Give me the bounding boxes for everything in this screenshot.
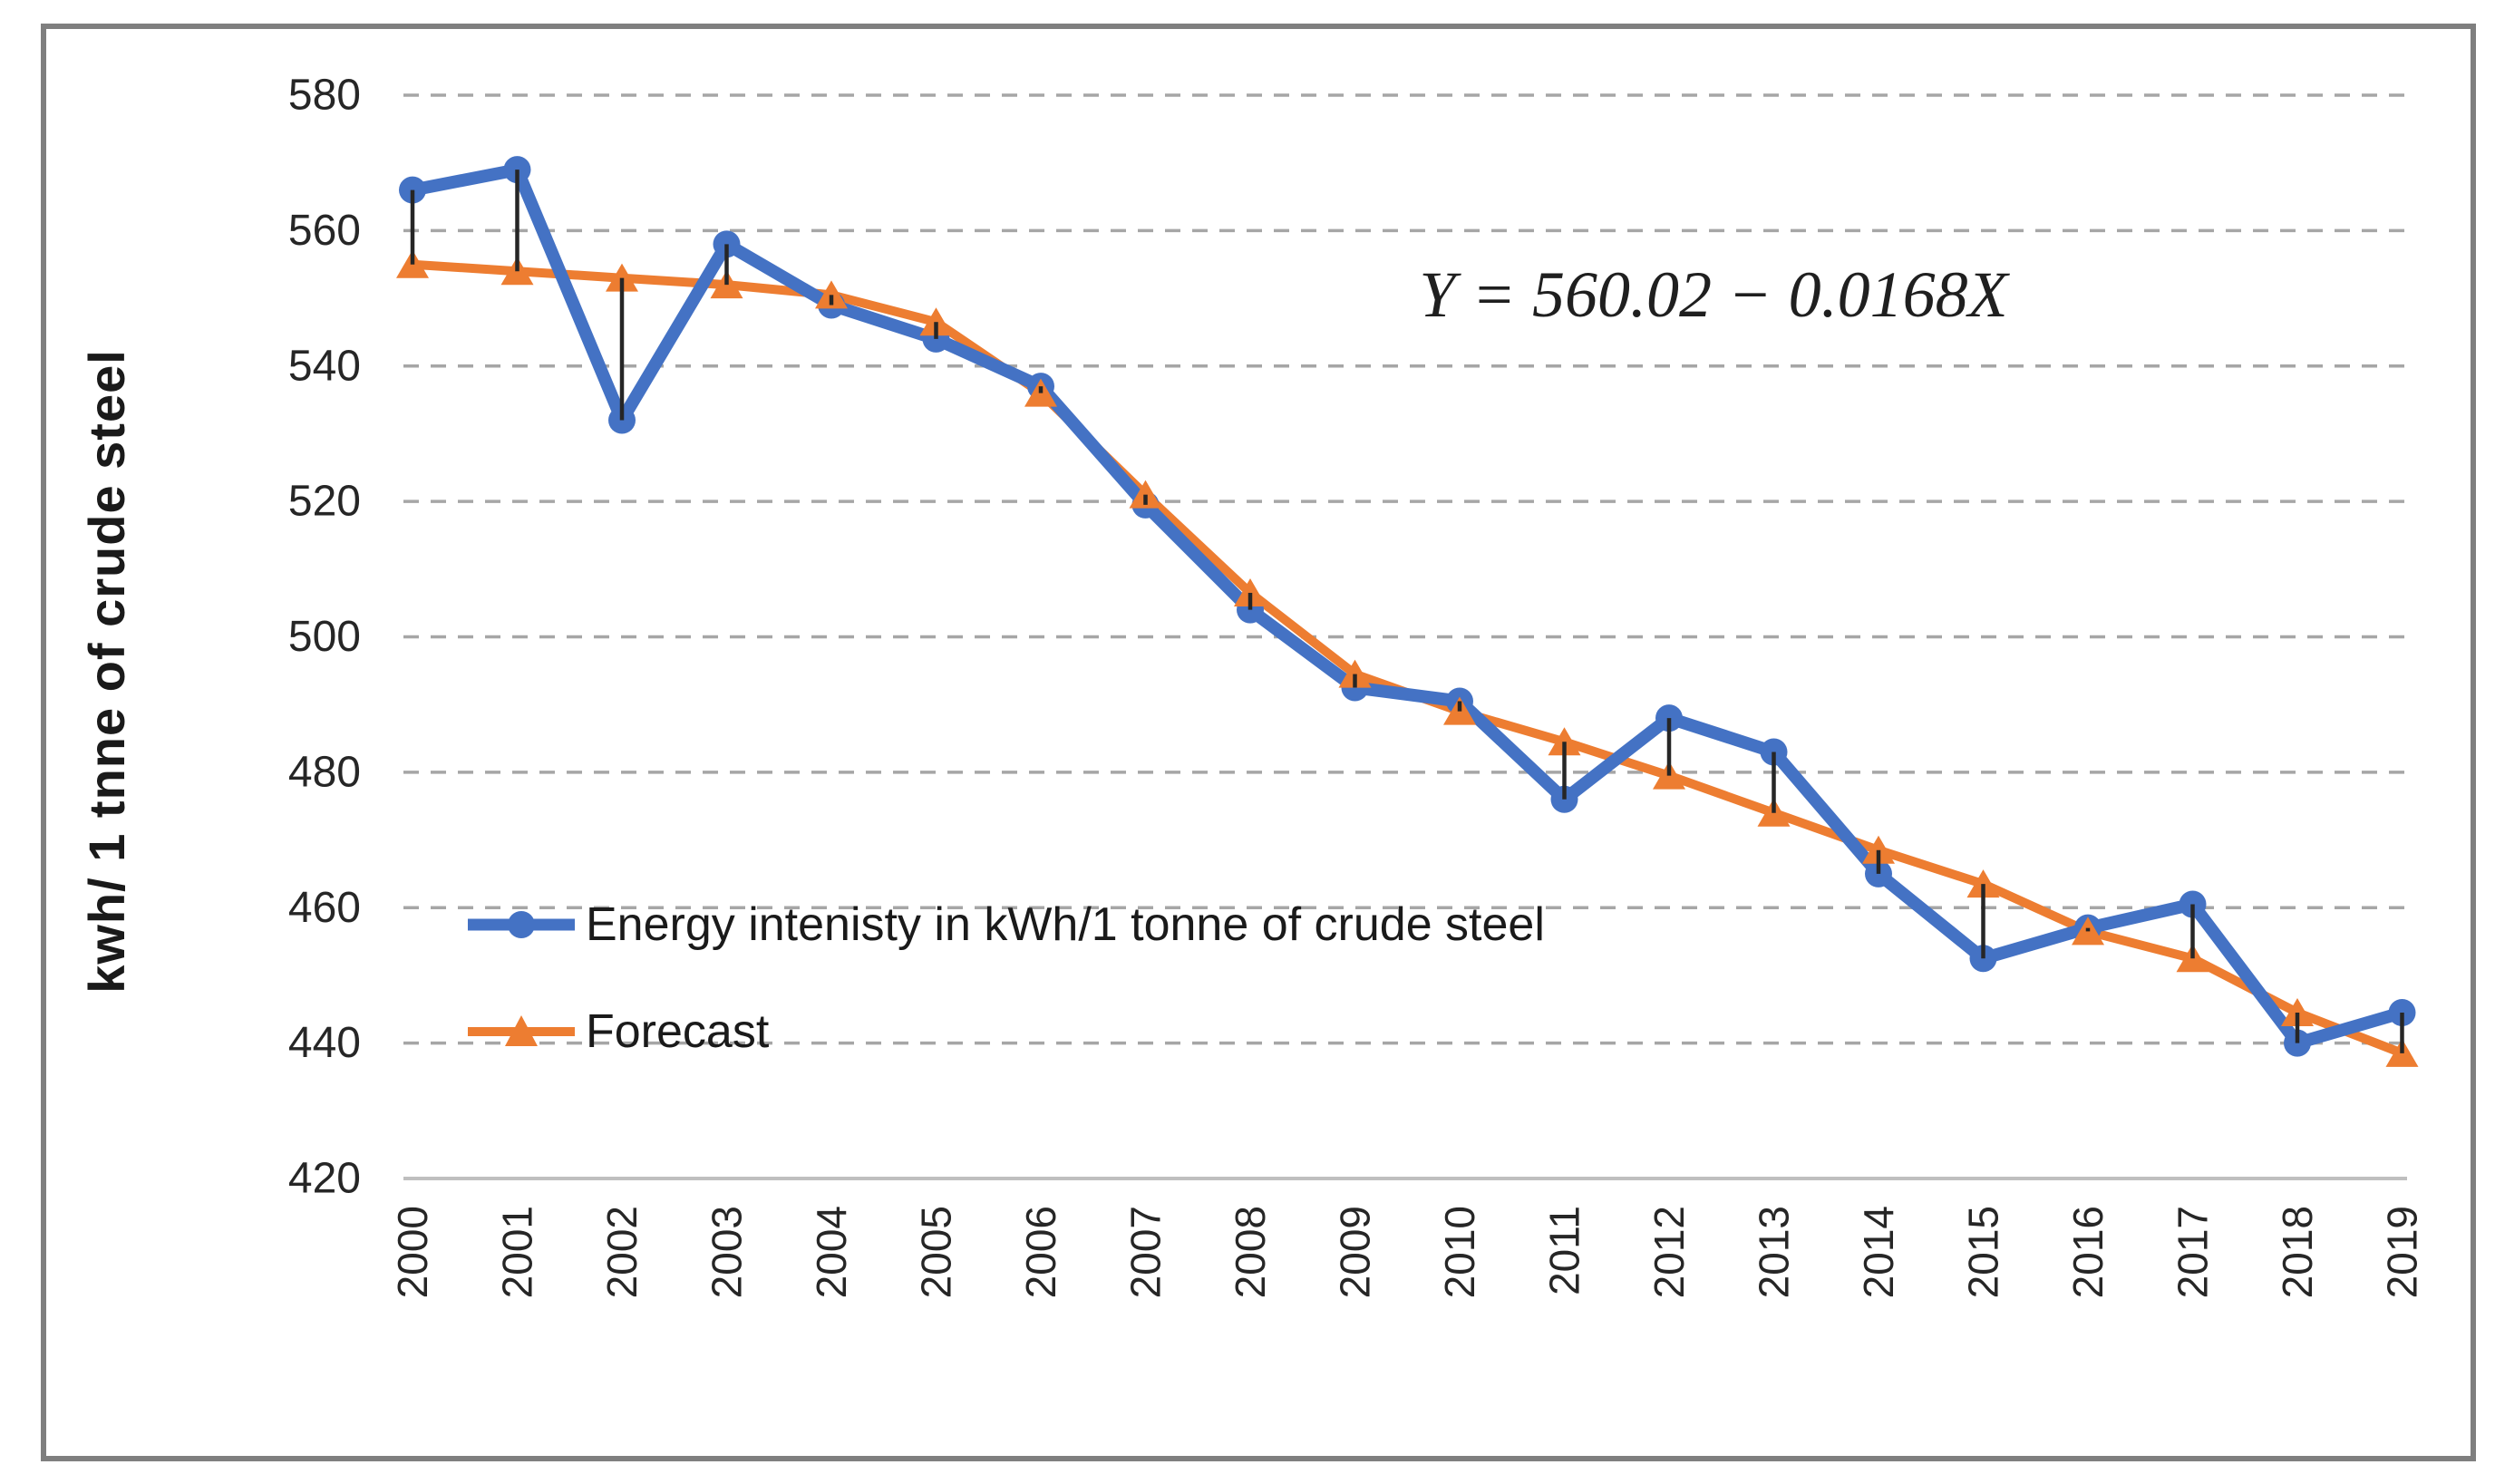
x-tick-label: 2017 <box>2170 1206 2217 1298</box>
x-tick-label: 2011 <box>1541 1206 1588 1295</box>
x-tick-label: 2009 <box>1332 1206 1379 1298</box>
y-tick-label: 560 <box>288 207 361 255</box>
x-tick-label: 2016 <box>2064 1206 2112 1298</box>
forecast-point-marker <box>919 307 953 336</box>
forecast-point-marker <box>1338 659 1372 688</box>
x-tick-label: 2012 <box>1646 1206 1693 1298</box>
x-tick-label: 2000 <box>389 1206 436 1298</box>
legend-label: Forecast <box>586 1005 770 1058</box>
y-tick-label: 580 <box>288 72 361 120</box>
y-tick-label: 440 <box>288 1019 361 1067</box>
x-tick-label: 2003 <box>704 1206 751 1298</box>
x-tick-label: 2005 <box>913 1206 960 1298</box>
legend: Energy intenisty in kWh/1 tonne of crude… <box>464 884 1545 1072</box>
x-tick-label: 2010 <box>1436 1206 1483 1298</box>
x-tick-label: 2001 <box>494 1206 541 1298</box>
y-tick-label: 540 <box>288 342 361 390</box>
x-tick-label: 2015 <box>1960 1206 2007 1298</box>
legend-item-energy-intensity: Energy intenisty in kWh/1 tonne of crude… <box>464 884 1545 965</box>
forecast-point-marker <box>1129 480 1162 509</box>
forecast-point-marker <box>2281 998 2314 1027</box>
y-tick-label: 500 <box>288 613 361 661</box>
forecast-point-marker <box>1234 577 1267 606</box>
actual-line <box>406 163 2409 1050</box>
y-tick-label: 480 <box>288 748 361 796</box>
forecast-point-marker <box>606 263 638 292</box>
x-tick-label: 2007 <box>1122 1206 1170 1298</box>
x-tick-label: 2008 <box>1227 1206 1274 1298</box>
y-tick-label: 520 <box>288 478 361 526</box>
x-tick-label: 2014 <box>1855 1206 1902 1298</box>
x-tick-label: 2006 <box>1017 1206 1064 1298</box>
line-triangle-marker-icon <box>468 1015 575 1046</box>
forecast-point-marker <box>1862 835 1895 864</box>
y-axis-title: kwh/ 1 tnne of crude steel <box>77 348 135 994</box>
x-tick-label: 2002 <box>598 1206 646 1298</box>
y-tick-label: 420 <box>288 1155 361 1203</box>
legend-item-forecast: Forecast <box>464 991 1545 1072</box>
forecast-point-marker <box>815 280 848 309</box>
forecast-point-marker <box>1548 727 1581 756</box>
x-tick-label: 2004 <box>808 1206 855 1298</box>
y-tick-label: 460 <box>288 884 361 932</box>
trend-equation-annotation: Y = 560.02 − 0.0168X <box>1419 257 2008 331</box>
x-tick-label: 2013 <box>1751 1206 1798 1298</box>
forecast-point-marker <box>1966 869 2000 898</box>
legend-label: Energy intenisty in kWh/1 tonne of crude… <box>586 898 1545 951</box>
line-circle-marker-icon <box>468 911 575 938</box>
x-tick-label: 2019 <box>2379 1206 2426 1298</box>
x-tick-label: 2018 <box>2274 1206 2321 1298</box>
